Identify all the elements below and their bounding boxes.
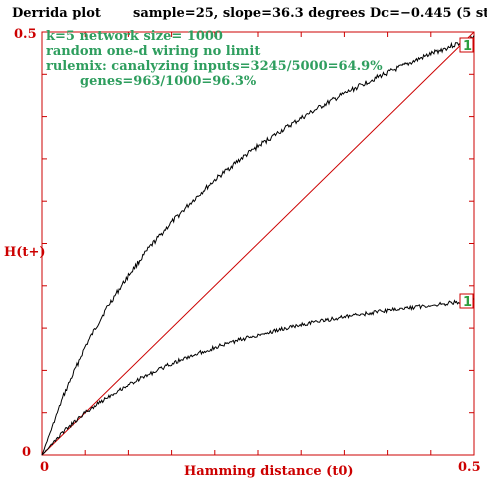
curve-marker-lower-label: 1 [463,295,472,310]
reference-diagonal [41,31,475,456]
plot-parameters: sample=25, slope=36.3 degrees Dc=−0.445 … [133,6,487,21]
plot-title: Derrida plot [12,6,101,21]
curve-marker-lower: 1 [459,293,474,310]
curve-upper [41,35,475,456]
curve-marker-upper-label: 1 [463,39,472,54]
axis-ticks [42,32,474,455]
curve-lower [41,297,475,456]
annotation-genes: genes=963/1000=96.3% [80,74,257,89]
y-axis-label: H(t+) [4,245,45,260]
y-tick-bottom: 0 [22,445,31,460]
annotation-network: k=5 network size= 1000 [46,29,223,44]
x-tick-right: 0.5 [458,460,481,475]
annotation-rulemix: rulemix: canalyzing inputs=3245/5000=64.… [46,59,383,74]
annotation-wiring: random one-d wiring no limit [46,44,260,59]
curve-marker-upper: 1 [459,37,474,54]
y-tick-top: 0.5 [14,27,37,42]
x-axis-label: Hamming distance (t0) [184,464,354,479]
x-tick-left: 0 [40,460,49,475]
